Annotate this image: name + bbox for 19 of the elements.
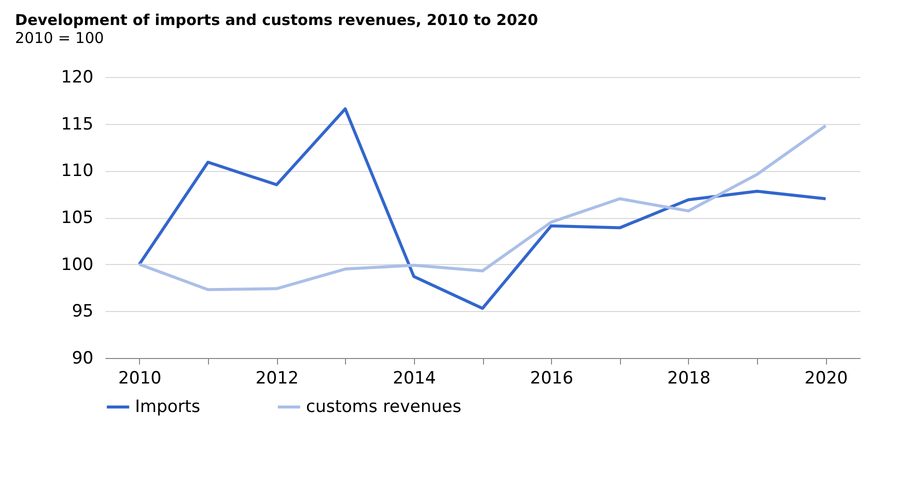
- y-tick-label: 115: [61, 114, 94, 134]
- line-series: [138, 107, 828, 310]
- line-series: [138, 124, 828, 292]
- legend-label: Imports: [135, 397, 200, 417]
- x-tick-label: 2010: [118, 368, 162, 388]
- y-tick-label: 100: [61, 254, 94, 275]
- y-tick-label: 110: [61, 161, 94, 182]
- chart-title: Development of imports and customs revenues, 2010 to 2020: [15, 11, 538, 29]
- legend-label: customs revenues: [306, 397, 462, 417]
- x-tick-label: 2016: [530, 368, 574, 388]
- x-tick-label: 2018: [667, 368, 711, 388]
- y-tick-label: 105: [61, 208, 94, 228]
- y-tick-label: 95: [72, 302, 94, 322]
- x-tick-label: 2020: [804, 368, 848, 388]
- x-tick-label: 2014: [392, 368, 436, 388]
- y-tick-label: 120: [61, 68, 94, 88]
- x-tick-label: 2012: [255, 368, 299, 388]
- y-tick-label: 90: [72, 348, 94, 368]
- chart-subtitle: 2010 = 100: [15, 29, 104, 47]
